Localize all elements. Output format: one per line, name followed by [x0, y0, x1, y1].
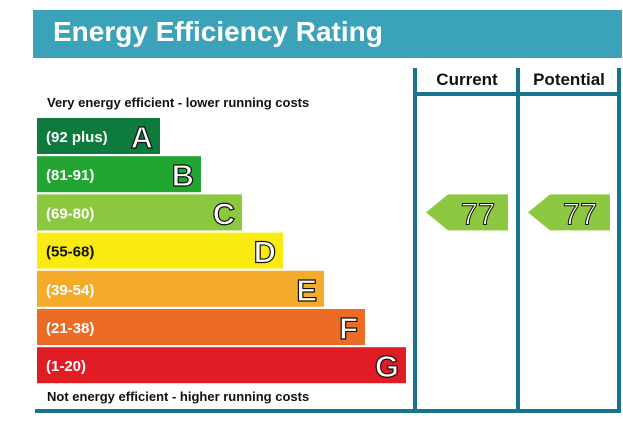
band-a-letter: A [131, 120, 153, 155]
top-caption: Very energy efficient - lower running co… [47, 95, 309, 110]
title-bar: Energy Efficiency Rating [33, 10, 622, 58]
band-e-range: (39-54) [46, 282, 94, 299]
potential-rating-value: 77 [563, 196, 597, 231]
band-f-letter: F [339, 311, 358, 346]
band-d-letter: D [254, 235, 276, 270]
column-header-current: Current [436, 70, 498, 89]
current-rating-arrow [426, 194, 508, 231]
band-f-bar [37, 309, 365, 345]
potential-rating-arrow [528, 194, 610, 231]
bottom-caption: Not energy efficient - higher running co… [47, 389, 309, 404]
band-e-bar [37, 270, 324, 307]
band-g-range: (1-20) [46, 358, 86, 375]
current-rating-value: 77 [461, 196, 495, 231]
band-b-bar [37, 156, 201, 193]
band-c-bar [37, 194, 242, 231]
band-g-bar [37, 347, 406, 384]
band-a-bar [37, 118, 160, 154]
band-g-letter: G [375, 349, 399, 384]
band-b-range: (81-91) [46, 167, 94, 184]
column-header-potential: Potential [533, 70, 605, 89]
band-e-letter: E [296, 273, 317, 308]
band-c-letter: C [213, 196, 235, 231]
band-f-range: (21-38) [46, 320, 94, 337]
chart-title: Energy Efficiency Rating [53, 16, 383, 47]
band-d-range: (55-68) [46, 244, 94, 261]
band-a-range: (92 plus) [46, 129, 108, 146]
band-c-range: (69-80) [46, 205, 94, 222]
band-d-bar [37, 232, 283, 269]
band-b-letter: B [172, 158, 194, 193]
